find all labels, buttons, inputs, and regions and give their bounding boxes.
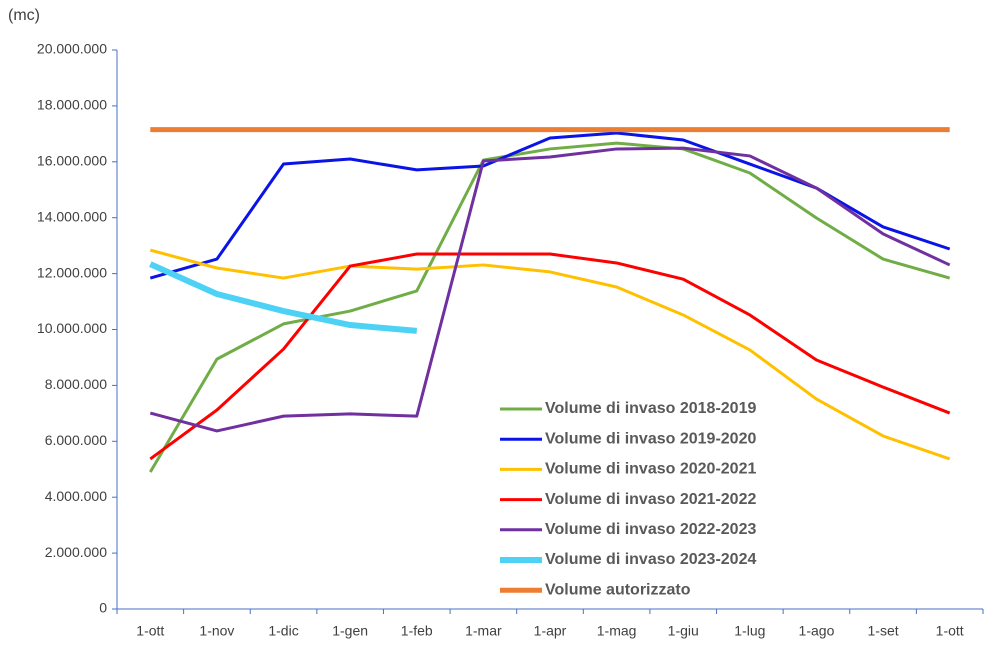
y-unit: (mc): [8, 7, 40, 24]
x-tick-label: 1-giu: [668, 623, 699, 639]
x-tick-label: 1-mag: [597, 623, 637, 639]
y-tick-label: 4.000.000: [45, 488, 107, 504]
y-tick-label: 10.000.000: [37, 320, 107, 336]
y-tick-label: 0: [99, 600, 107, 616]
x-tick-label: 1-set: [868, 623, 899, 639]
x-tick-label: 1-mar: [465, 623, 502, 639]
x-tick-label: 1-dic: [268, 623, 298, 639]
series-line: [149, 252, 951, 461]
y-tick-label: 16.000.000: [37, 153, 107, 169]
x-tick-label: 1-gen: [332, 623, 368, 639]
series-line: [149, 131, 951, 280]
y-tick-label: 12.000.000: [37, 264, 107, 280]
x-tick-label: 1-ago: [799, 623, 835, 639]
x-tick-label: 1-ott: [136, 623, 164, 639]
legend-label: Volume di invaso 2019-2020: [545, 430, 756, 447]
y-tick-label: 2.000.000: [45, 544, 107, 560]
y-tick-label: 20.000.000: [37, 41, 107, 57]
series-line: [149, 146, 951, 433]
x-tick-label: 1-apr: [534, 623, 567, 639]
x-tick-label: 1-feb: [401, 623, 433, 639]
series-line: [149, 141, 951, 473]
legend-label: Volume di invaso 2023-2024: [545, 551, 756, 568]
series-line: [149, 248, 951, 461]
legend-label: Volume di invaso 2018-2019: [545, 400, 756, 417]
series-line: [149, 261, 418, 334]
x-tick-label: 1-lug: [734, 623, 765, 639]
x-tick-label: 1-ott: [936, 623, 964, 639]
legend-label: Volume di invaso 2022-2023: [545, 521, 756, 538]
legend-label: Volume di invaso 2020-2021: [545, 461, 756, 478]
y-tick-label: 6.000.000: [45, 432, 107, 448]
legend-label: Volume di invaso 2021-2022: [545, 491, 756, 508]
y-tick-label: 18.000.000: [37, 97, 107, 113]
y-tick-label: 14.000.000: [37, 208, 107, 224]
x-tick-label: 1-nov: [199, 623, 234, 639]
y-tick-label: 8.000.000: [45, 376, 107, 392]
legend-label: Volume autorizzato: [545, 581, 691, 598]
